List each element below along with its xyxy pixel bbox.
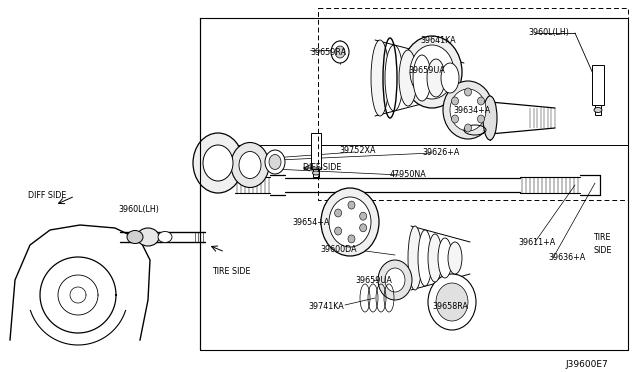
Ellipse shape <box>441 63 459 93</box>
Ellipse shape <box>193 133 243 193</box>
Ellipse shape <box>427 59 445 97</box>
Ellipse shape <box>312 171 319 175</box>
Text: 39626+A: 39626+A <box>422 148 460 157</box>
Ellipse shape <box>329 197 371 247</box>
Bar <box>313 169 319 177</box>
Text: J39600E7: J39600E7 <box>565 360 608 369</box>
Ellipse shape <box>203 145 233 181</box>
Ellipse shape <box>465 124 472 132</box>
Ellipse shape <box>385 45 403 111</box>
Text: 3960L(LH): 3960L(LH) <box>118 205 159 214</box>
Text: DIFF SIDE: DIFF SIDE <box>28 191 67 200</box>
Text: 39659RA: 39659RA <box>310 48 346 57</box>
Bar <box>592 65 604 105</box>
Text: 39654+A: 39654+A <box>292 218 330 227</box>
Ellipse shape <box>408 226 422 290</box>
Ellipse shape <box>360 224 367 232</box>
Text: 47950NA: 47950NA <box>390 170 427 179</box>
Ellipse shape <box>331 41 349 63</box>
Ellipse shape <box>450 89 486 131</box>
Ellipse shape <box>436 283 468 321</box>
Ellipse shape <box>428 234 442 282</box>
Ellipse shape <box>360 212 367 220</box>
Text: 39611+A: 39611+A <box>518 238 556 247</box>
Ellipse shape <box>483 96 497 140</box>
Text: TIRE: TIRE <box>593 233 611 242</box>
Ellipse shape <box>413 55 431 101</box>
Text: 39658RA: 39658RA <box>432 302 468 311</box>
Ellipse shape <box>477 97 484 105</box>
Ellipse shape <box>348 235 355 243</box>
Ellipse shape <box>385 268 405 292</box>
Text: DIFF SIDE: DIFF SIDE <box>303 163 341 172</box>
Text: 39659UA: 39659UA <box>408 66 445 75</box>
Text: 39752XA: 39752XA <box>339 146 376 155</box>
Ellipse shape <box>158 231 172 243</box>
Ellipse shape <box>265 150 285 174</box>
Ellipse shape <box>239 151 261 179</box>
Ellipse shape <box>321 188 379 256</box>
Ellipse shape <box>399 50 417 106</box>
Text: 39634+A: 39634+A <box>453 106 490 115</box>
Ellipse shape <box>127 231 143 244</box>
Ellipse shape <box>451 97 458 105</box>
Text: 39641KA: 39641KA <box>420 36 456 45</box>
Ellipse shape <box>428 274 476 330</box>
Text: 39741KA: 39741KA <box>308 302 344 311</box>
Ellipse shape <box>335 46 345 58</box>
Text: 39600DA: 39600DA <box>320 245 356 254</box>
Text: 3960L(LH): 3960L(LH) <box>528 28 569 37</box>
Ellipse shape <box>443 81 493 139</box>
Ellipse shape <box>418 230 432 286</box>
Ellipse shape <box>438 238 452 278</box>
Ellipse shape <box>477 115 484 123</box>
Ellipse shape <box>465 88 472 96</box>
Text: TIRE SIDE: TIRE SIDE <box>212 267 250 276</box>
Text: SIDE: SIDE <box>593 246 611 255</box>
Ellipse shape <box>594 108 602 112</box>
Ellipse shape <box>137 228 159 246</box>
Ellipse shape <box>269 154 281 170</box>
Ellipse shape <box>348 201 355 209</box>
Ellipse shape <box>451 115 458 123</box>
Text: 39659UA: 39659UA <box>355 276 392 285</box>
Ellipse shape <box>448 242 462 274</box>
Ellipse shape <box>378 260 412 300</box>
Bar <box>311 133 321 169</box>
Bar <box>595 105 601 115</box>
Ellipse shape <box>402 36 462 108</box>
Ellipse shape <box>335 209 342 217</box>
Ellipse shape <box>410 45 454 99</box>
Ellipse shape <box>231 142 269 187</box>
Ellipse shape <box>371 40 389 116</box>
Text: 39636+A: 39636+A <box>548 253 585 262</box>
Ellipse shape <box>335 227 342 235</box>
